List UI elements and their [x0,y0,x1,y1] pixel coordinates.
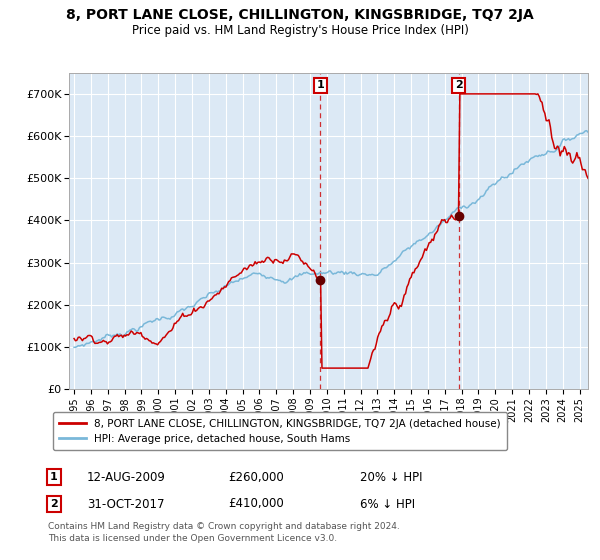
Text: 6% ↓ HPI: 6% ↓ HPI [360,497,415,511]
Text: £260,000: £260,000 [228,470,284,484]
Text: 1: 1 [317,81,324,91]
Text: 31-OCT-2017: 31-OCT-2017 [87,497,164,511]
Text: 2: 2 [455,81,463,91]
Text: 1: 1 [50,472,58,482]
Text: 8, PORT LANE CLOSE, CHILLINGTON, KINGSBRIDGE, TQ7 2JA: 8, PORT LANE CLOSE, CHILLINGTON, KINGSBR… [66,8,534,22]
Text: Price paid vs. HM Land Registry's House Price Index (HPI): Price paid vs. HM Land Registry's House … [131,24,469,36]
Text: 2: 2 [50,499,58,509]
Text: 12-AUG-2009: 12-AUG-2009 [87,470,166,484]
Legend: 8, PORT LANE CLOSE, CHILLINGTON, KINGSBRIDGE, TQ7 2JA (detached house), HPI: Ave: 8, PORT LANE CLOSE, CHILLINGTON, KINGSBR… [53,412,507,450]
Text: Contains HM Land Registry data © Crown copyright and database right 2024.: Contains HM Land Registry data © Crown c… [48,522,400,531]
Text: £410,000: £410,000 [228,497,284,511]
Text: 20% ↓ HPI: 20% ↓ HPI [360,470,422,484]
Text: This data is licensed under the Open Government Licence v3.0.: This data is licensed under the Open Gov… [48,534,337,543]
